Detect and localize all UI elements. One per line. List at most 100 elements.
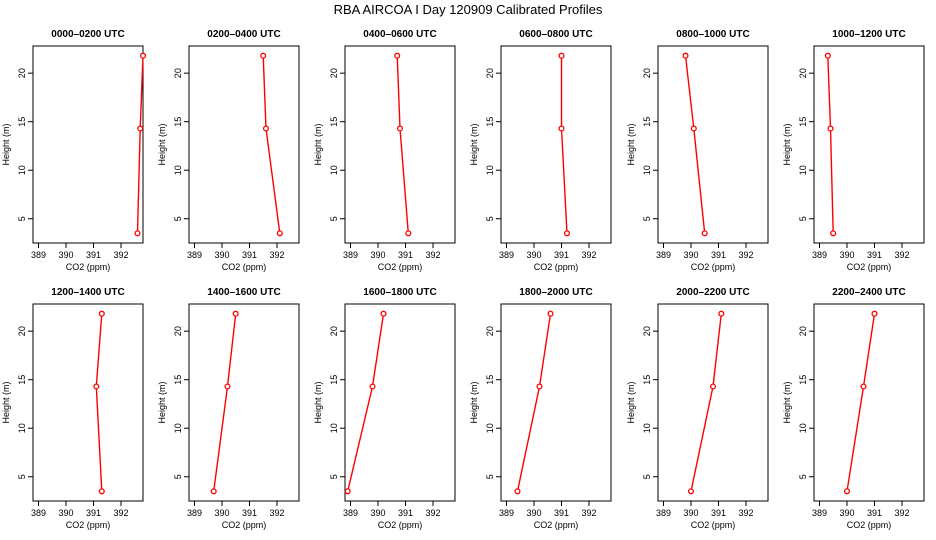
- x-tick-label: 391: [86, 250, 101, 260]
- profile-line: [846, 313, 876, 492]
- panel-title: 1600–1800 UTC: [363, 287, 436, 298]
- x-tick-label: 392: [581, 508, 596, 518]
- y-tick-label: 10: [798, 165, 808, 175]
- y-tick-label: 20: [485, 326, 495, 336]
- x-tick-label: 390: [839, 250, 854, 260]
- data-point: [93, 383, 100, 390]
- plot-frame: [657, 303, 769, 502]
- y-tick-label: 20: [798, 68, 808, 78]
- data-point: [860, 383, 867, 390]
- data-point: [224, 383, 231, 390]
- plot-frame: [188, 45, 300, 244]
- profile-line: [213, 313, 237, 492]
- data-point: [701, 230, 708, 237]
- plot-frame: [344, 45, 456, 244]
- y-tick-label: 5: [642, 216, 652, 221]
- x-tick-label: 389: [31, 250, 46, 260]
- plot-frame: [500, 45, 612, 244]
- data-point: [830, 230, 837, 237]
- data-point: [563, 230, 571, 237]
- panel-5: 0800–1000 UTC 389 390 391 392 5 10 15 20 CO2 (ppm…: [626, 29, 769, 272]
- x-tick-label: 389: [812, 508, 827, 518]
- data-point: [687, 488, 695, 495]
- x-axis-label: CO2 (ppm): [534, 520, 579, 530]
- data-point: [718, 310, 725, 317]
- data-point: [232, 310, 239, 317]
- x-axis-label: CO2 (ppm): [66, 520, 111, 530]
- x-tick-label: 389: [812, 250, 827, 260]
- profile-line: [560, 55, 568, 234]
- profile-line: [684, 55, 706, 234]
- profile-line: [347, 313, 385, 492]
- panel-title: 1400–1600 UTC: [207, 287, 280, 298]
- y-axis-label: Height (m): [782, 381, 792, 423]
- profile-line: [396, 55, 409, 234]
- profile-line: [136, 55, 144, 234]
- y-tick-label: 20: [17, 68, 27, 78]
- data-point: [709, 383, 717, 390]
- plot-frame: [657, 45, 769, 244]
- panel-12: 2200–2400 UTC 389 390 391 392 5 10 15 20 CO2 (ppm…: [782, 287, 925, 530]
- panel-10: 1800–2000 UTC 389 390 391 392 5 10 15 20 CO2 (ppm…: [469, 287, 612, 530]
- x-tick-label: 390: [839, 508, 854, 518]
- y-tick-label: 5: [17, 474, 27, 479]
- profile-line: [262, 55, 281, 234]
- data-point: [558, 52, 565, 59]
- y-tick-label: 15: [329, 375, 339, 385]
- panel-title: 1800–2000 UTC: [519, 287, 592, 298]
- data-point: [396, 125, 404, 132]
- y-tick-label: 10: [173, 423, 183, 433]
- x-tick-label: 389: [343, 250, 358, 260]
- plot-frame: [344, 303, 456, 502]
- y-tick-label: 5: [485, 216, 495, 221]
- y-axis-label: Height (m): [1, 123, 11, 165]
- x-tick-label: 391: [86, 508, 101, 518]
- x-tick-label: 392: [425, 250, 440, 260]
- x-tick-label: 389: [656, 250, 671, 260]
- profile-line: [690, 313, 722, 492]
- y-tick-label: 5: [798, 216, 808, 221]
- plot-frame: [32, 303, 144, 502]
- y-tick-label: 15: [17, 117, 27, 127]
- plot-frame: [813, 45, 925, 244]
- x-tick-label: 392: [738, 250, 753, 260]
- data-point: [210, 488, 217, 495]
- x-tick-label: 391: [398, 250, 413, 260]
- y-tick-label: 15: [798, 117, 808, 127]
- profile-line: [516, 313, 552, 492]
- x-tick-label: 392: [738, 508, 753, 518]
- panel-11: 2000–2200 UTC 389 390 391 392 5 10 15 20 CO2 (ppm…: [626, 287, 769, 530]
- y-tick-label: 20: [17, 326, 27, 336]
- panel-title: 1200–1400 UTC: [51, 287, 124, 298]
- x-tick-label: 390: [683, 250, 698, 260]
- data-point: [547, 310, 554, 317]
- data-point: [690, 125, 697, 132]
- y-tick-label: 5: [485, 474, 495, 479]
- x-tick-label: 390: [214, 508, 229, 518]
- panel-title: 1000–1200 UTC: [832, 29, 905, 40]
- data-point: [369, 383, 376, 390]
- y-tick-label: 5: [17, 216, 27, 221]
- plot-frame: [500, 303, 612, 502]
- x-tick-label: 389: [499, 508, 514, 518]
- data-point: [380, 310, 387, 317]
- x-axis-label: CO2 (ppm): [222, 520, 267, 530]
- x-tick-label: 390: [683, 508, 698, 518]
- y-tick-label: 5: [642, 474, 652, 479]
- y-tick-label: 5: [798, 474, 808, 479]
- y-tick-label: 10: [17, 165, 27, 175]
- y-tick-label: 15: [642, 117, 652, 127]
- x-tick-label: 389: [656, 508, 671, 518]
- x-tick-label: 389: [499, 250, 514, 260]
- x-tick-label: 391: [554, 508, 569, 518]
- x-tick-label: 390: [214, 250, 229, 260]
- y-tick-label: 15: [173, 375, 183, 385]
- y-tick-label: 15: [485, 375, 495, 385]
- y-tick-label: 10: [329, 165, 339, 175]
- y-tick-label: 20: [485, 68, 495, 78]
- y-axis-label: Height (m): [313, 381, 323, 423]
- x-tick-label: 389: [187, 508, 202, 518]
- data-point: [536, 383, 543, 390]
- x-tick-label: 392: [894, 508, 909, 518]
